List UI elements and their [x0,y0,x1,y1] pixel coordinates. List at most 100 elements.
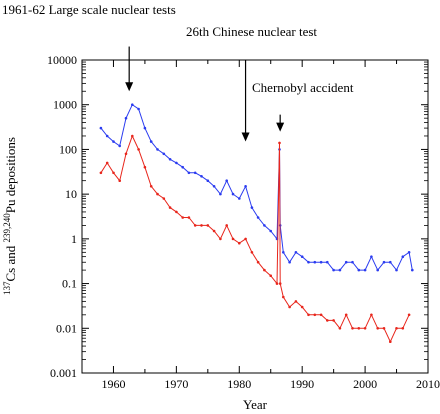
data-point-pu [351,327,354,330]
data-point-pu [219,237,222,241]
data-point-cs [263,224,266,227]
data-point-pu [357,327,361,330]
data-point-pu [193,224,197,227]
data-point-cs [401,255,405,258]
data-point-pu [344,313,348,317]
data-point-cs [219,192,222,196]
data-point-cs [200,175,203,178]
data-point-cs [175,161,178,165]
x-tick-label: 1980 [227,377,251,391]
data-point-pu [200,224,203,227]
data-point-cs [118,144,121,148]
data-point-pu [187,216,191,219]
data-point-cs [181,165,184,169]
data-point-pu [225,224,228,227]
data-point-cs [156,148,159,151]
annotation-label: Chernobyl accident [252,80,354,95]
data-point-pu [156,192,159,196]
data-point-pu [278,141,281,145]
y-tick-label: 10000 [47,53,77,67]
data-point-pu [244,237,247,241]
y-tick-label: 0.001 [50,366,77,380]
data-point-pu [168,206,172,209]
data-point-pu [395,327,398,330]
x-axis-ticks: 1960 1970 1980 1990 2000 2010 [81,60,440,391]
data-point-pu [407,313,411,317]
data-point-pu [181,216,184,219]
data-point-pu [124,152,128,156]
data-point-pu [332,319,335,322]
data-point-cs [307,260,310,264]
data-point-cs [376,268,380,272]
data-point-pu [105,161,109,165]
data-point-cs [351,260,354,264]
data-point-cs [370,255,373,258]
annotation-arrow-head [241,132,250,142]
y-tick-label: 0.1 [62,277,77,291]
plot-frame [81,59,429,374]
data-point-cs [162,152,166,156]
data-point-cs [300,255,304,258]
data-point-pu [112,171,115,175]
data-point-pu [143,165,147,169]
data-point-pu [231,237,235,241]
x-tick-label: 1960 [101,377,125,391]
data-point-cs [143,126,147,130]
data-point-cs [332,268,335,272]
data-point-pu [275,282,279,285]
y-tick-label: 100 [59,142,77,156]
data-point-pu [118,179,121,182]
y-axis-title-cs: Cs and [3,242,18,281]
data-point-cs [99,126,103,130]
data-point-pu [382,327,386,330]
x-tick-label: 2010 [416,377,440,391]
data-point-cs [206,179,210,182]
data-point-pu [363,327,367,330]
data-point-cs [411,268,414,272]
data-point-cs [250,206,254,209]
data-point-cs [326,260,329,264]
data-point-pu [162,197,166,200]
data-point-cs [131,103,134,106]
data-point-cs [319,260,323,264]
data-point-pu [338,327,342,330]
data-point-pu [282,295,285,299]
data-point-pu [269,274,273,278]
data-point-cs [395,268,398,272]
y-tick-label: 0.01 [56,321,77,335]
y-tick-label: 1 [71,232,77,246]
series-line-pu [100,134,410,343]
data-point-pu [263,268,266,272]
data-point-cs [338,268,342,272]
data-point-cs [149,140,153,143]
data-point-cs [105,134,109,138]
data-point-cs [282,251,285,254]
data-point-pu [238,241,241,245]
data-point-pu [212,229,216,233]
annotation-label: 1961-62 Large scale nuclear tests [2,2,176,17]
data-point-pu [389,340,392,344]
data-point-cs [389,260,392,264]
x-tick-label: 2000 [353,377,377,391]
data-point-cs [244,185,247,188]
data-point-pu [137,148,140,151]
data-point-cs [269,229,273,233]
data-point-pu [376,327,380,330]
annotation-arrow-head [276,122,285,132]
data-point-cs [313,260,317,264]
data-point-cs [187,171,191,175]
data-point-cs [382,260,386,264]
data-point-pu [99,171,103,175]
data-point-cs [112,140,115,143]
data-point-pu [326,319,329,322]
data-point-cs [137,107,140,111]
data-point-cs [256,216,260,219]
data-point-pu [250,251,254,254]
x-tick-label: 1970 [164,377,188,391]
y-axis-title: 137Cs and 239,240Pu depositions [2,137,18,295]
data-point-cs [238,197,241,200]
y-tick-label: 1000 [53,98,77,112]
data-point-cs [225,179,228,182]
y-axis-ticks: 10000 1000 100 10 1 0.1 0.01 0.001 [47,53,428,380]
